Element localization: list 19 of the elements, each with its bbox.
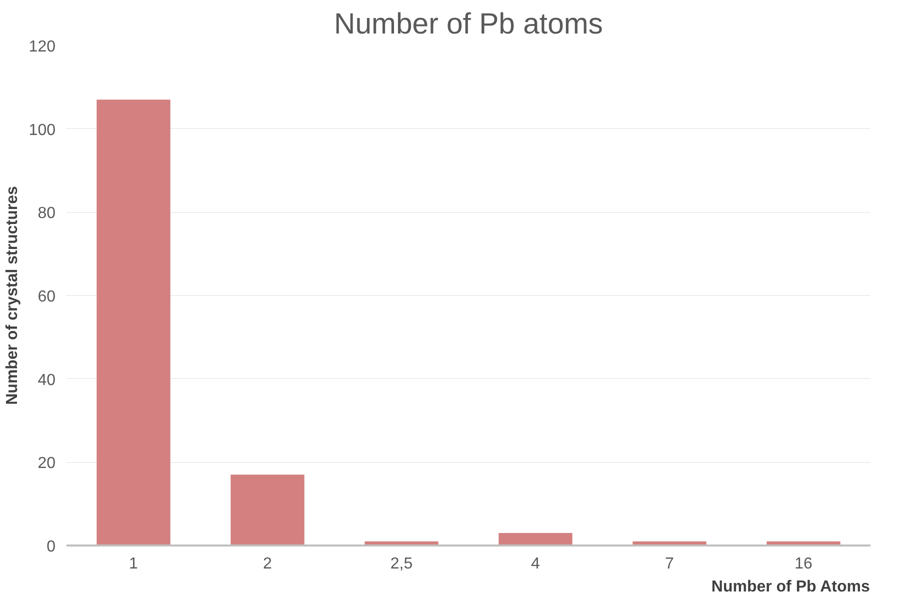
y-tick-label: 0: [46, 538, 56, 556]
y-tick-label: 120: [28, 38, 56, 56]
bar: [498, 533, 572, 546]
y-tick-label: 40: [38, 372, 56, 389]
y-tick-label: 80: [38, 205, 56, 222]
chart-title: Number of Pb atoms: [334, 8, 603, 40]
x-tick-label: 2: [263, 556, 272, 572]
x-tick-label: 16: [794, 556, 812, 572]
x-axis-title: Number of Pb Atoms: [711, 578, 870, 596]
bar: [96, 100, 170, 546]
x-tick-label: 7: [665, 556, 674, 572]
y-axis-title: Number of crystal structures: [4, 186, 21, 405]
y-tick-label: 60: [38, 288, 56, 306]
bar: [230, 474, 304, 546]
x-tick-label: 2,5: [390, 556, 413, 572]
y-tick-label: 20: [38, 455, 56, 472]
y-tick-label: 100: [28, 122, 56, 139]
x-tick-label: 1: [129, 556, 138, 572]
x-tick-label: 4: [531, 556, 540, 572]
